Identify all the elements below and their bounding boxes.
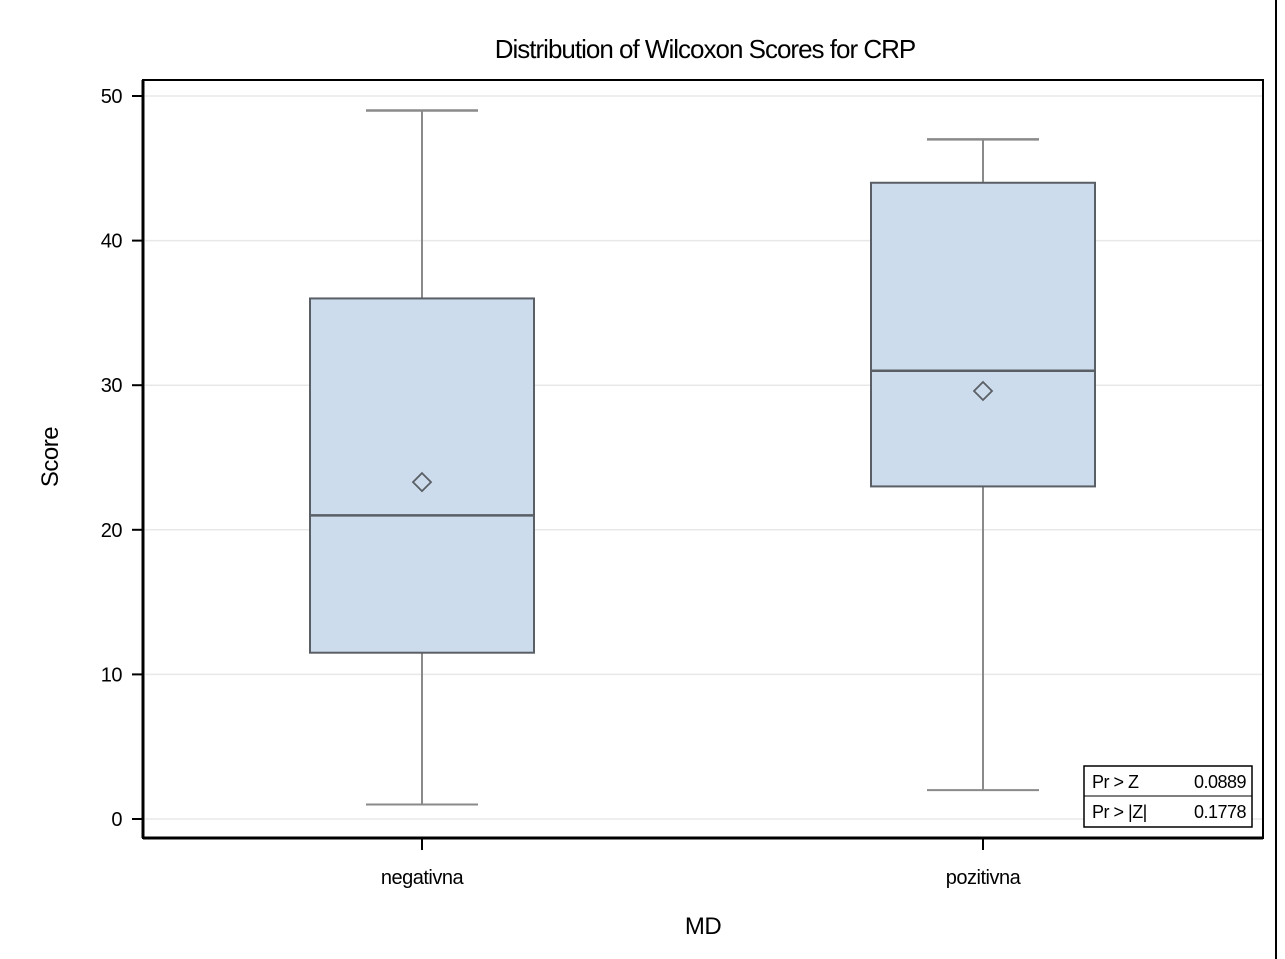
x-tick-label: pozitivna <box>946 867 1022 889</box>
box-negativna <box>309 109 535 806</box>
mean-marker <box>411 471 433 493</box>
y-axis-ticks: 0 10 20 30 40 50 <box>101 86 143 831</box>
inset-label-2: Pr > |Z| <box>1092 802 1147 822</box>
inset-label-1: Pr > Z <box>1092 772 1139 792</box>
p-value-inset: Pr > Z 0.0889 Pr > |Z| 0.1778 <box>1083 765 1253 828</box>
box-pozitivna <box>870 138 1096 792</box>
x-axis-label: MD <box>685 913 721 940</box>
y-axis-label: Score <box>37 427 64 487</box>
window-edge <box>1275 0 1277 959</box>
inset-value-1: 0.0889 <box>1194 772 1247 792</box>
y-tick-label: 0 <box>111 809 122 831</box>
chart-title: Distribution of Wilcoxon Scores for CRP <box>495 34 915 64</box>
y-tick-label: 40 <box>101 231 123 253</box>
iqr-box <box>309 297 535 654</box>
y-tick-label: 50 <box>101 86 123 108</box>
x-axis-ticks: negativna pozitivna <box>381 838 1022 889</box>
mean-marker <box>972 380 994 402</box>
y-tick-label: 20 <box>101 520 123 542</box>
boxes-group <box>309 109 1096 806</box>
y-tick-label: 10 <box>101 664 123 686</box>
iqr-box <box>870 181 1096 488</box>
x-tick-label: negativna <box>381 867 465 889</box>
y-tick-label: 30 <box>101 375 123 397</box>
inset-value-2: 0.1778 <box>1194 802 1247 822</box>
